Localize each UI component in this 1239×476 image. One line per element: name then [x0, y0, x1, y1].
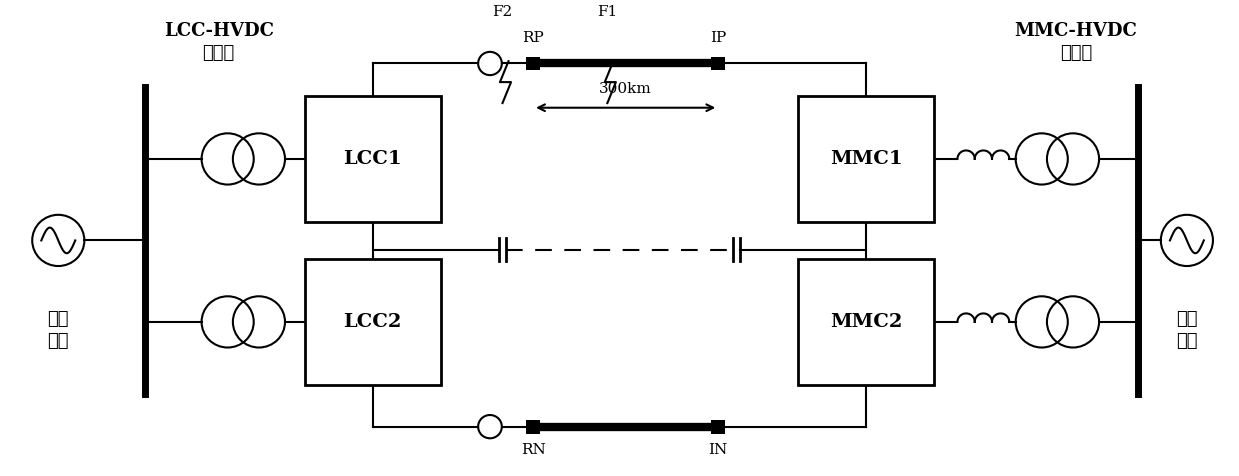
Text: LCC2: LCC2 — [343, 313, 401, 331]
Bar — [798, 96, 934, 222]
Text: F2: F2 — [492, 5, 513, 19]
Text: LCC1: LCC1 — [343, 150, 403, 168]
Text: 300km: 300km — [600, 82, 652, 96]
Text: RP: RP — [523, 31, 544, 45]
Text: MMC-HVDC
逆变站: MMC-HVDC 逆变站 — [1015, 21, 1137, 62]
Bar — [798, 259, 934, 385]
Text: MMC2: MMC2 — [830, 313, 902, 331]
Bar — [527, 57, 540, 70]
Bar — [305, 96, 441, 222]
Text: F1: F1 — [597, 5, 617, 19]
Text: 交流
系统: 交流 系统 — [1176, 310, 1198, 350]
Text: IN: IN — [709, 443, 727, 457]
Bar — [527, 420, 540, 434]
Text: LCC-HVDC
整流站: LCC-HVDC 整流站 — [164, 21, 274, 62]
Text: MMC1: MMC1 — [830, 150, 902, 168]
Bar — [711, 57, 725, 70]
Text: RN: RN — [520, 443, 545, 457]
Bar — [305, 259, 441, 385]
Text: IP: IP — [710, 31, 726, 45]
Text: 交流
系统: 交流 系统 — [47, 310, 69, 350]
Bar — [711, 420, 725, 434]
